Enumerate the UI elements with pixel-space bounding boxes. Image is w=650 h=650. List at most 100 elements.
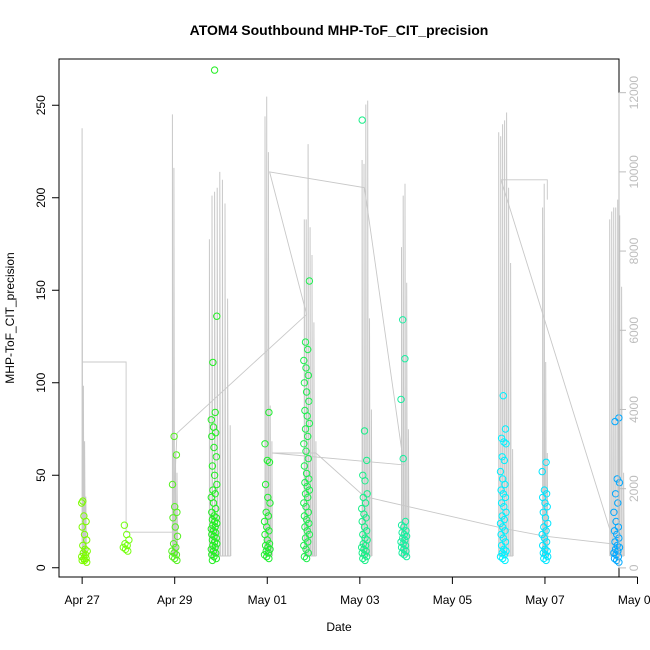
data-point — [363, 527, 371, 535]
data-point — [208, 515, 217, 524]
secondary-spike-group-6 — [401, 183, 410, 557]
data-point — [497, 530, 505, 539]
data-point — [302, 447, 310, 455]
data-point — [301, 338, 310, 346]
chart-title: ATOM4 Southbound MHP-ToF_CIT_precision — [190, 22, 489, 38]
secondary-spike-group-7 — [498, 112, 514, 557]
data-point — [544, 552, 552, 561]
data-point — [500, 545, 508, 553]
data-point — [78, 523, 86, 531]
data-point — [210, 66, 219, 74]
data-point — [613, 475, 621, 483]
data-point — [502, 547, 510, 555]
data-point — [361, 556, 369, 565]
data-point — [497, 434, 506, 442]
data-point — [543, 547, 551, 555]
data-point — [498, 512, 506, 520]
data-point — [501, 493, 510, 502]
data-point — [208, 432, 216, 441]
data-point — [397, 521, 406, 529]
data-point — [209, 486, 217, 494]
data-point — [261, 440, 269, 448]
data-point — [210, 532, 218, 540]
data-point — [300, 356, 308, 365]
data-point — [83, 547, 91, 555]
data-point — [360, 551, 369, 559]
data-point — [363, 552, 371, 561]
data-point — [210, 512, 218, 520]
data-point — [301, 490, 310, 498]
data-point — [305, 277, 314, 285]
data-point — [208, 556, 217, 565]
data-point — [496, 552, 505, 561]
y2-tick-label: 4000 — [627, 396, 641, 423]
data-point — [172, 551, 181, 559]
data-point — [358, 116, 366, 124]
data-point — [613, 556, 621, 565]
data-point — [262, 547, 270, 555]
data-point — [260, 551, 269, 559]
data-point — [304, 371, 312, 380]
data-point — [305, 397, 313, 405]
plot-frame — [58, 58, 620, 578]
data-point — [304, 345, 312, 354]
data-point — [171, 554, 179, 563]
secondary-y-axis: 0 2000 4000 6000 8000 10000 12000 — [618, 76, 641, 571]
data-point — [211, 523, 219, 531]
data-point — [402, 527, 410, 535]
data-point — [82, 517, 90, 526]
data-point — [261, 480, 270, 489]
x-axis: Apr 27 Apr 29 May 01 May 03 May 05 May 07 May … — [64, 576, 650, 607]
data-point — [266, 545, 274, 553]
data-point — [304, 508, 312, 516]
y-tick-label: 200 — [34, 187, 48, 207]
data-point — [501, 425, 510, 433]
data-point — [211, 543, 219, 552]
data-point — [265, 540, 274, 548]
data-point — [213, 312, 221, 320]
data-point — [614, 547, 622, 555]
data-point — [208, 508, 216, 516]
data-point — [121, 545, 130, 553]
x-tick-label: May 09 — [618, 593, 650, 607]
data-point — [265, 527, 273, 535]
data-point — [82, 554, 90, 563]
data-point — [302, 388, 311, 396]
data-point — [169, 540, 178, 548]
data-point — [301, 523, 309, 531]
data-point — [212, 504, 220, 513]
data-point — [359, 530, 367, 539]
x-tick-label: May 07 — [525, 593, 565, 607]
data-point — [264, 543, 272, 552]
data-point — [79, 497, 87, 505]
data-point — [610, 554, 619, 563]
data-point — [402, 532, 411, 540]
data-point — [614, 499, 622, 507]
data-point — [362, 547, 370, 555]
data-point — [83, 558, 91, 566]
data-point — [212, 554, 221, 563]
data-point — [265, 554, 273, 563]
x-tick-label: Apr 27 — [64, 593, 100, 607]
data-point — [360, 427, 369, 435]
data-point — [304, 493, 312, 502]
data-point — [501, 556, 509, 565]
data-point — [262, 508, 270, 516]
data-point — [401, 355, 409, 363]
data-point — [541, 551, 550, 559]
data-point — [303, 412, 311, 420]
data-point — [360, 510, 368, 518]
y-tick-label: 0 — [34, 564, 48, 571]
data-point — [302, 545, 310, 553]
data-point — [497, 499, 506, 507]
data-point — [120, 521, 129, 529]
data-point — [213, 519, 221, 528]
data-point — [539, 549, 547, 557]
data-point — [397, 538, 405, 546]
data-point — [304, 454, 312, 463]
data-point — [81, 545, 89, 553]
data-point — [121, 540, 129, 548]
data-point — [212, 514, 221, 522]
data-point — [610, 527, 619, 535]
data-point — [302, 364, 310, 372]
